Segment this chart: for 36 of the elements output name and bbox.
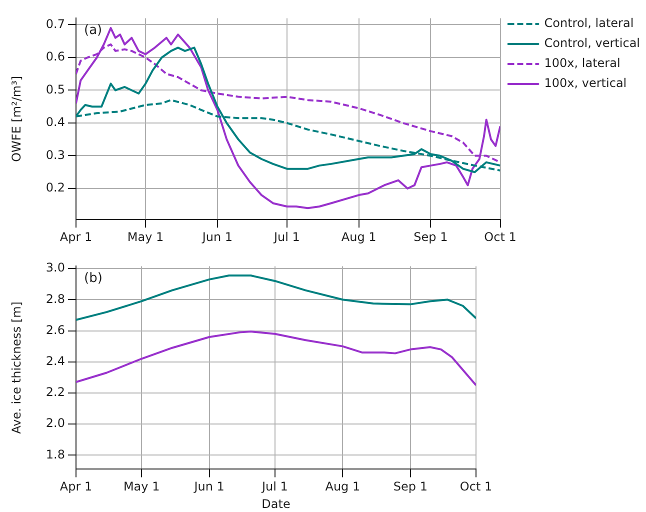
annotation: (a) — [84, 23, 102, 38]
y-tick-label: 0.2 — [46, 180, 65, 195]
legend-label: 100x, lateral — [544, 56, 620, 70]
y-tick-label: 0.3 — [46, 148, 65, 162]
x-tick-label: Jun 1 — [201, 230, 233, 244]
x-tick-label: Jul 1 — [260, 480, 288, 494]
y-tick-label: 0.7 — [46, 16, 65, 31]
x-tick-label: Sep 1 — [414, 230, 448, 244]
annotation: (b) — [84, 271, 102, 286]
x-tick-label: Sep 1 — [393, 480, 428, 494]
legend-label: Control, lateral — [544, 16, 634, 30]
y-tick-label: 2.0 — [46, 416, 65, 430]
x-tick-label: Oct 1 — [484, 230, 516, 244]
y-axis-title: Ave. ice thickness [m] — [9, 302, 24, 434]
y-tick-label: 2.6 — [46, 322, 65, 337]
y-axis-title: OWFE [m²/m³] — [9, 76, 24, 162]
x-tick-label: Aug 1 — [341, 230, 376, 244]
y-tick-label: 0.5 — [46, 82, 65, 96]
y-tick-label: 0.4 — [46, 115, 65, 130]
y-tick-label: 2.8 — [46, 292, 65, 306]
y-tick-label: 2.4 — [46, 354, 65, 368]
y-tick-label: 2.2 — [46, 385, 65, 400]
y-tick-label: 0.6 — [46, 50, 65, 64]
y-tick-label: 3.0 — [46, 260, 65, 275]
x-tick-label: Jun 1 — [193, 480, 224, 494]
y-tick-label: 1.8 — [46, 447, 65, 462]
legend-label: Control, vertical — [544, 36, 640, 50]
x-axis-title: Date — [262, 496, 290, 511]
x-tick-label: May 1 — [127, 230, 164, 244]
x-tick-label: Jul 1 — [273, 230, 300, 244]
x-tick-label: Apr 1 — [60, 230, 92, 244]
x-tick-label: Apr 1 — [60, 480, 92, 494]
x-tick-label: May 1 — [123, 480, 160, 494]
x-tick-label: Oct 1 — [460, 480, 492, 494]
legend-label: 100x, vertical — [544, 76, 627, 90]
x-tick-label: Aug 1 — [325, 480, 360, 494]
